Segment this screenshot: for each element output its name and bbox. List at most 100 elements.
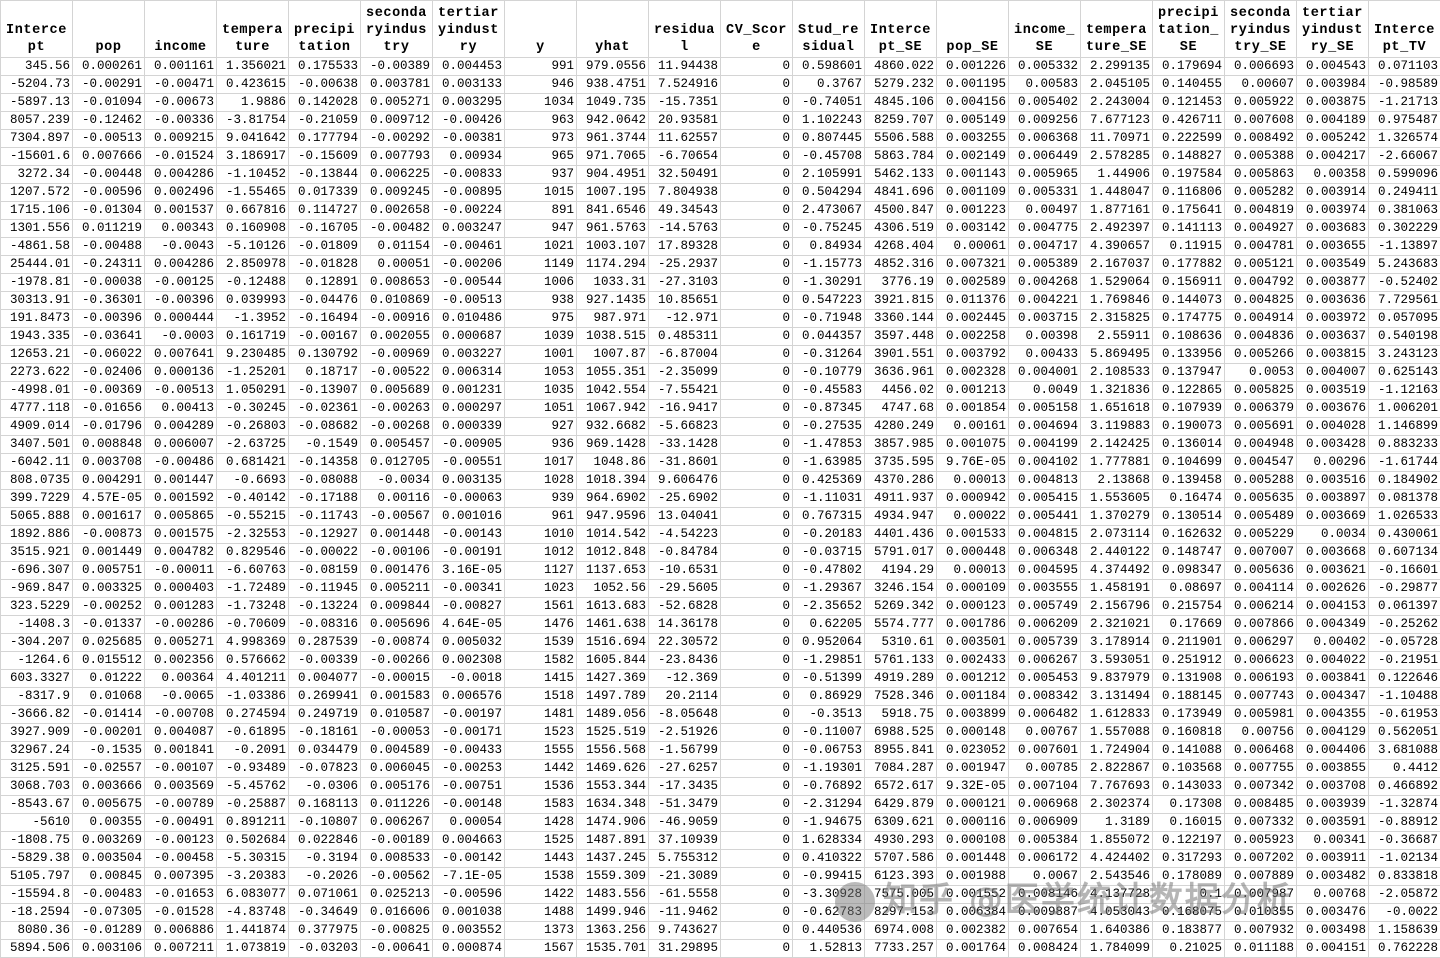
cell-income-se[interactable]: 0.005739 (1009, 634, 1081, 652)
cell-yhat[interactable]: 1007.195 (577, 184, 649, 202)
cell-precipitation-se[interactable]: 0.197584 (1153, 166, 1225, 184)
cell-tertiaryindustry-se[interactable]: 0.003815 (1297, 346, 1369, 364)
cell-stud-residual[interactable]: 2.105991 (793, 166, 865, 184)
cell-temperature[interactable]: 0.681421 (217, 454, 289, 472)
cell-precipitation[interactable]: -0.00167 (289, 328, 361, 346)
cell-temperature[interactable]: -5.45762 (217, 778, 289, 796)
cell-pop-se[interactable]: 0.002433 (937, 652, 1009, 670)
cell-stud-residual[interactable]: 0.767315 (793, 508, 865, 526)
cell-y[interactable]: 1525 (505, 832, 577, 850)
cell-residual[interactable]: -27.6257 (649, 760, 721, 778)
cell-pop[interactable]: -0.00201 (73, 724, 145, 742)
cell-tertiaryindustry-se[interactable]: 0.00341 (1297, 832, 1369, 850)
cell-cv-score[interactable]: 0 (721, 544, 793, 562)
cell-temperature[interactable]: -0.25887 (217, 796, 289, 814)
cell-yhat[interactable]: 961.3744 (577, 130, 649, 148)
cell-secondaryindustry-se[interactable]: 0.006379 (1225, 400, 1297, 418)
cell-tertiaryindustry-se[interactable]: 0.003974 (1297, 202, 1369, 220)
cell-residual[interactable]: -29.5605 (649, 580, 721, 598)
cell-intercept-se[interactable]: 4280.249 (865, 418, 937, 436)
cell-income[interactable]: -0.00486 (145, 454, 217, 472)
cell-intercept[interactable]: 3272.34 (1, 166, 73, 184)
cell-intercept-tv[interactable]: -1.02134 (1369, 850, 1440, 868)
cell-precipitation[interactable]: -0.18161 (289, 724, 361, 742)
cell-intercept-se[interactable]: 6309.621 (865, 814, 937, 832)
cell-precipitation[interactable]: -0.17188 (289, 490, 361, 508)
cell-intercept[interactable]: 1892.886 (1, 526, 73, 544)
cell-temperature[interactable]: 4.401211 (217, 670, 289, 688)
cell-income-se[interactable]: 0.005441 (1009, 508, 1081, 526)
cell-temperature[interactable]: -2.63725 (217, 436, 289, 454)
cell-yhat[interactable]: 1012.848 (577, 544, 649, 562)
cell-tertiaryindustry-se[interactable]: 0.003636 (1297, 292, 1369, 310)
cell-residual[interactable]: -61.5558 (649, 886, 721, 904)
cell-secondaryindustry-se[interactable]: 0.005388 (1225, 148, 1297, 166)
cell-precipitation[interactable]: -0.16494 (289, 310, 361, 328)
cell-precipitation[interactable]: -0.3194 (289, 850, 361, 868)
cell-cv-score[interactable]: 0 (721, 58, 793, 76)
column-header-secondaryindustry[interactable]: secondaryindustry (361, 1, 433, 58)
cell-tertiaryindustry-se[interactable]: 0.003669 (1297, 508, 1369, 526)
cell-pop-se[interactable]: 0.003142 (937, 220, 1009, 238)
cell-temperature-se[interactable]: 2.578285 (1081, 148, 1153, 166)
cell-stud-residual[interactable]: -2.35652 (793, 598, 865, 616)
cell-precipitation-se[interactable]: 0.107939 (1153, 400, 1225, 418)
cell-pop-se[interactable]: 0.001786 (937, 616, 1009, 634)
cell-secondaryindustry-se[interactable]: 0.005288 (1225, 472, 1297, 490)
cell-tertiaryindustry[interactable]: -0.00544 (433, 274, 505, 292)
cell-precipitation[interactable]: -0.01809 (289, 238, 361, 256)
cell-intercept-se[interactable]: 5310.61 (865, 634, 937, 652)
column-header-intercept[interactable]: Intercept (1, 1, 73, 58)
cell-income-se[interactable]: 0.007601 (1009, 742, 1081, 760)
cell-income-se[interactable]: 0.006482 (1009, 706, 1081, 724)
cell-intercept[interactable]: 32967.24 (1, 742, 73, 760)
cell-cv-score[interactable]: 0 (721, 850, 793, 868)
cell-pop[interactable]: -0.01289 (73, 922, 145, 940)
cell-income-se[interactable]: 0.00583 (1009, 76, 1081, 94)
cell-cv-score[interactable]: 0 (721, 634, 793, 652)
cell-secondaryindustry-se[interactable]: 0.004781 (1225, 238, 1297, 256)
cell-income[interactable]: -0.00125 (145, 274, 217, 292)
cell-pop[interactable]: 0.003106 (73, 940, 145, 958)
cell-precipitation-se[interactable]: 0.17669 (1153, 616, 1225, 634)
cell-temperature-se[interactable]: 2.167037 (1081, 256, 1153, 274)
cell-intercept-tv[interactable]: 7.729561 (1369, 292, 1440, 310)
cell-residual[interactable]: -21.3089 (649, 868, 721, 886)
cell-intercept-se[interactable]: 4747.68 (865, 400, 937, 418)
cell-temperature-se[interactable]: 1.458191 (1081, 580, 1153, 598)
cell-precipitation[interactable]: 0.022846 (289, 832, 361, 850)
cell-temperature[interactable]: 9.230485 (217, 346, 289, 364)
cell-cv-score[interactable]: 0 (721, 76, 793, 94)
cell-cv-score[interactable]: 0 (721, 472, 793, 490)
cell-intercept-se[interactable]: 8259.707 (865, 112, 937, 130)
cell-secondaryindustry-se[interactable]: 0.007608 (1225, 112, 1297, 130)
cell-pop[interactable]: -0.00369 (73, 382, 145, 400)
cell-temperature[interactable]: 1.441874 (217, 922, 289, 940)
cell-pop-se[interactable]: 0.007321 (937, 256, 1009, 274)
cell-cv-score[interactable]: 0 (721, 238, 793, 256)
cell-tertiaryindustry[interactable]: -0.00148 (433, 796, 505, 814)
cell-temperature[interactable]: 0.576662 (217, 652, 289, 670)
cell-pop-se[interactable]: 9.32E-05 (937, 778, 1009, 796)
cell-tertiaryindustry[interactable]: 0.010486 (433, 310, 505, 328)
cell-income-se[interactable]: 0.009887 (1009, 904, 1081, 922)
cell-y[interactable]: 1127 (505, 562, 577, 580)
cell-income-se[interactable]: 0.005332 (1009, 58, 1081, 76)
cell-stud-residual[interactable]: -0.62783 (793, 904, 865, 922)
cell-secondaryindustry-se[interactable]: 0.005489 (1225, 508, 1297, 526)
cell-precipitation-se[interactable]: 0.190073 (1153, 418, 1225, 436)
cell-temperature-se[interactable]: 4.053043 (1081, 904, 1153, 922)
cell-intercept[interactable]: 7304.897 (1, 130, 73, 148)
cell-intercept[interactable]: 25444.01 (1, 256, 73, 274)
cell-secondaryindustry[interactable]: 0.005457 (361, 436, 433, 454)
cell-intercept[interactable]: -1408.3 (1, 616, 73, 634)
cell-income-se[interactable]: 0.009256 (1009, 112, 1081, 130)
cell-precipitation[interactable]: 0.142028 (289, 94, 361, 112)
cell-stud-residual[interactable]: -0.47802 (793, 562, 865, 580)
cell-secondaryindustry[interactable]: -0.0034 (361, 472, 433, 490)
cell-precipitation[interactable]: 0.177794 (289, 130, 361, 148)
cell-precipitation-se[interactable]: 0.122865 (1153, 382, 1225, 400)
cell-intercept-se[interactable]: 3636.961 (865, 364, 937, 382)
cell-precipitation[interactable]: -0.13907 (289, 382, 361, 400)
cell-secondaryindustry-se[interactable]: 0.005229 (1225, 526, 1297, 544)
